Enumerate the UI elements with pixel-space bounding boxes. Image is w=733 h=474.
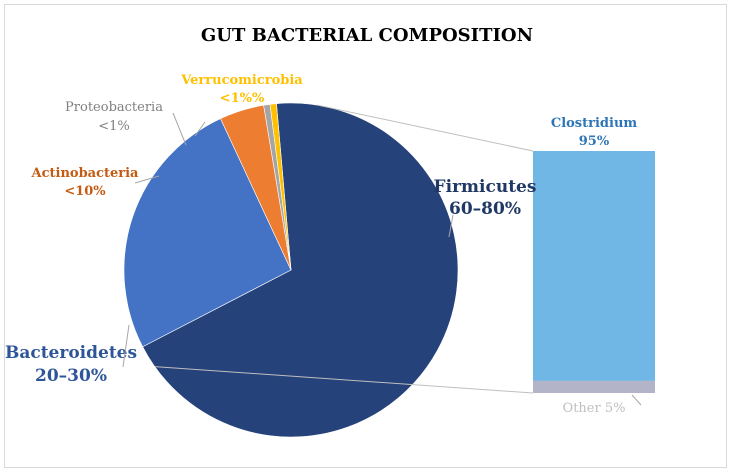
leader-firmicutes bbox=[448, 214, 454, 238]
leader-other bbox=[631, 394, 642, 406]
chart-frame: GUT BACTERIAL COMPOSITION Firmicutes 60–… bbox=[4, 4, 727, 468]
leader-verrucomicrobia bbox=[194, 121, 206, 137]
pie-slice-firmicutes bbox=[142, 102, 459, 438]
slice-label-verrucomicrobia: Verrucomicrobia bbox=[180, 73, 303, 88]
slice-value-verrucomicrobia: <1%% bbox=[220, 91, 265, 106]
pie-slice-bacteroidetes bbox=[123, 118, 292, 348]
breakdown-segment-clostridium bbox=[533, 151, 655, 381]
slice-labels: Firmicutes 60–80% Bacteroidetes 20–30% A… bbox=[5, 73, 637, 416]
slice-label-proteobacteria: Proteobacteria bbox=[65, 100, 163, 115]
connector-top bbox=[317, 104, 534, 152]
slice-value-actinobacteria: <10% bbox=[64, 184, 106, 199]
pie-slices bbox=[123, 102, 459, 438]
leader-actinobacteria bbox=[134, 175, 160, 184]
breakdown-label-clostridium: Clostridium bbox=[551, 116, 638, 131]
breakdown-value-clostridium: 95% bbox=[579, 134, 610, 149]
slice-label-actinobacteria: Actinobacteria bbox=[31, 166, 140, 181]
connector-bottom bbox=[154, 366, 534, 394]
pie-chart-svg: GUT BACTERIAL COMPOSITION Firmicutes 60–… bbox=[5, 25, 655, 438]
leader-proteobacteria bbox=[172, 112, 187, 146]
slice-label-bacteroidetes: Bacteroidetes bbox=[5, 343, 137, 363]
chart-title: GUT BACTERIAL COMPOSITION bbox=[201, 25, 533, 46]
slice-label-firmicutes: Firmicutes bbox=[434, 177, 537, 197]
slice-value-bacteroidetes: 20–30% bbox=[35, 366, 107, 386]
leader-lines bbox=[122, 112, 642, 406]
breakdown-bar bbox=[533, 151, 655, 393]
slice-value-proteobacteria: <1% bbox=[98, 119, 130, 134]
breakdown-connectors bbox=[154, 104, 534, 394]
breakdown-segment-other bbox=[533, 380, 655, 393]
leader-bacteroidetes bbox=[122, 324, 130, 368]
slice-value-firmicutes: 60–80% bbox=[449, 199, 521, 219]
pie-slice-verrucomicrobia bbox=[269, 103, 292, 271]
breakdown-label-other: Other 5% bbox=[563, 401, 626, 416]
